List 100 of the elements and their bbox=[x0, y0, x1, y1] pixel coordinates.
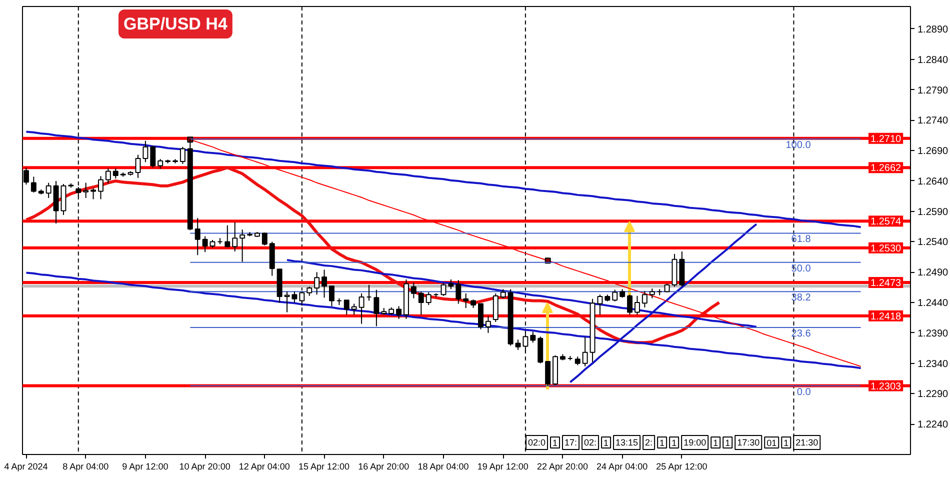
candlestick bbox=[150, 145, 156, 168]
line-series bbox=[25, 130, 862, 228]
series-label: 50.0 bbox=[791, 263, 812, 274]
candlestick bbox=[582, 336, 588, 367]
annotation: 01 bbox=[766, 438, 777, 448]
candlestick bbox=[485, 315, 491, 334]
annotation: 13:15 bbox=[616, 438, 638, 448]
x-tick-label: 9 Apr 12:00 bbox=[122, 462, 168, 472]
ref-line-label: 1.2574 bbox=[870, 216, 902, 228]
y-tick-label: 1.2890 bbox=[918, 24, 949, 36]
y-tick-label: 1.2640 bbox=[918, 176, 949, 188]
candlestick bbox=[410, 282, 416, 299]
candlestick bbox=[83, 182, 89, 198]
candlestick bbox=[30, 176, 36, 194]
candlestick bbox=[328, 286, 334, 307]
x-tick-label: 16 Apr 20:00 bbox=[358, 462, 410, 472]
ref-line-label: 1.2473 bbox=[870, 278, 902, 289]
x-tick-label: 24 Apr 04:00 bbox=[596, 462, 648, 472]
y-tick-label: 1.2690 bbox=[918, 146, 949, 158]
candlestick bbox=[515, 339, 521, 350]
candlestick bbox=[530, 331, 536, 344]
x-tick-label: 15 Apr 12:00 bbox=[298, 462, 350, 472]
annotation: 17: bbox=[564, 438, 578, 448]
candlestick bbox=[500, 288, 506, 299]
annotation: 1 bbox=[604, 438, 609, 448]
series-label: 0.0 bbox=[796, 386, 812, 398]
x-tick-label: 19 Apr 12:00 bbox=[477, 462, 528, 472]
annotation: 1 bbox=[784, 438, 789, 448]
series-label: 23.6 bbox=[791, 328, 812, 340]
candlestick bbox=[538, 336, 544, 364]
candlestick bbox=[158, 158, 164, 170]
y-tick-label: 1.2240 bbox=[918, 420, 949, 431]
y-tick-label: 1.2490 bbox=[918, 268, 949, 279]
ref-line-label: 1.2710 bbox=[870, 134, 902, 145]
candlestick bbox=[426, 292, 432, 306]
y-tick-label: 1.2840 bbox=[918, 54, 949, 66]
candlestick bbox=[492, 292, 498, 322]
candlestick bbox=[396, 306, 402, 320]
candlestick bbox=[314, 272, 320, 296]
y-tick-label: 1.2540 bbox=[918, 237, 949, 248]
candlestick bbox=[344, 300, 350, 316]
candlestick bbox=[418, 291, 424, 316]
candlestick bbox=[306, 286, 312, 296]
annotation: 1 bbox=[713, 438, 718, 448]
ref-line-label: 1.2662 bbox=[870, 163, 902, 174]
candlestick bbox=[224, 224, 230, 248]
candlestick bbox=[634, 295, 640, 316]
candlestick bbox=[627, 294, 633, 316]
series-label: 61.8 bbox=[791, 234, 812, 246]
ref-line-label: 1.2530 bbox=[870, 243, 902, 254]
annotation: 19:00 bbox=[684, 438, 706, 448]
candlestick bbox=[642, 290, 648, 308]
candlestick bbox=[456, 280, 462, 304]
candlestick bbox=[262, 232, 268, 246]
candlestick bbox=[232, 222, 238, 252]
y-tick-label: 1.2390 bbox=[918, 328, 949, 340]
candlestick bbox=[358, 292, 364, 324]
y-tick-label: 1.2590 bbox=[918, 206, 949, 218]
candlestick bbox=[463, 292, 469, 309]
ref-line-label: 1.2303 bbox=[870, 381, 902, 392]
candlestick bbox=[612, 289, 618, 302]
annotation: 1 bbox=[725, 438, 730, 448]
y-tick-label: 1.2790 bbox=[918, 85, 949, 96]
y-tick-label: 1.2340 bbox=[918, 358, 949, 370]
candlestick bbox=[240, 229, 246, 262]
candlestick bbox=[351, 303, 357, 316]
x-tick-label: 8 Apr 04:00 bbox=[62, 462, 109, 472]
x-tick-label: 10 Apr 20:00 bbox=[179, 462, 230, 472]
annotation: 1 bbox=[660, 438, 665, 448]
y-tick-label: 1.2290 bbox=[918, 389, 949, 400]
series-label: 38.2 bbox=[791, 292, 812, 304]
candlestick bbox=[142, 140, 148, 163]
candlestick bbox=[90, 188, 96, 200]
candlestick bbox=[46, 182, 52, 198]
candlestick bbox=[322, 269, 328, 298]
annotation: 02:0 bbox=[528, 438, 546, 448]
annotation: 02: bbox=[584, 438, 597, 448]
x-tick-label: 18 Apr 04:00 bbox=[418, 462, 469, 472]
y-tick-label: 1.2740 bbox=[918, 116, 949, 127]
annotation: 17:30 bbox=[737, 438, 760, 448]
candlestick bbox=[202, 236, 208, 253]
candlestick bbox=[194, 218, 200, 256]
x-tick-label: 25 Apr 12:00 bbox=[656, 462, 708, 472]
annotation: 21:30 bbox=[796, 438, 818, 448]
y-tick-label: 1.2440 bbox=[918, 298, 949, 310]
annotation: 1 bbox=[552, 438, 558, 448]
candlestick bbox=[112, 168, 118, 180]
candlestick bbox=[374, 289, 380, 327]
annotation: 1 bbox=[672, 438, 677, 448]
x-tick-label: 22 Apr 20:00 bbox=[536, 462, 588, 472]
candlestick bbox=[649, 288, 655, 299]
candlestick bbox=[478, 303, 484, 330]
candlestick bbox=[448, 278, 454, 290]
candlestick bbox=[545, 360, 551, 386]
candlestick bbox=[180, 146, 186, 164]
x-tick-label: 12 Apr 04:00 bbox=[238, 462, 290, 472]
candlestick bbox=[105, 168, 111, 184]
annotation: 2: bbox=[645, 438, 653, 448]
candlestick bbox=[440, 282, 446, 296]
x-tick-label: 4 Apr 2024 bbox=[4, 462, 48, 472]
